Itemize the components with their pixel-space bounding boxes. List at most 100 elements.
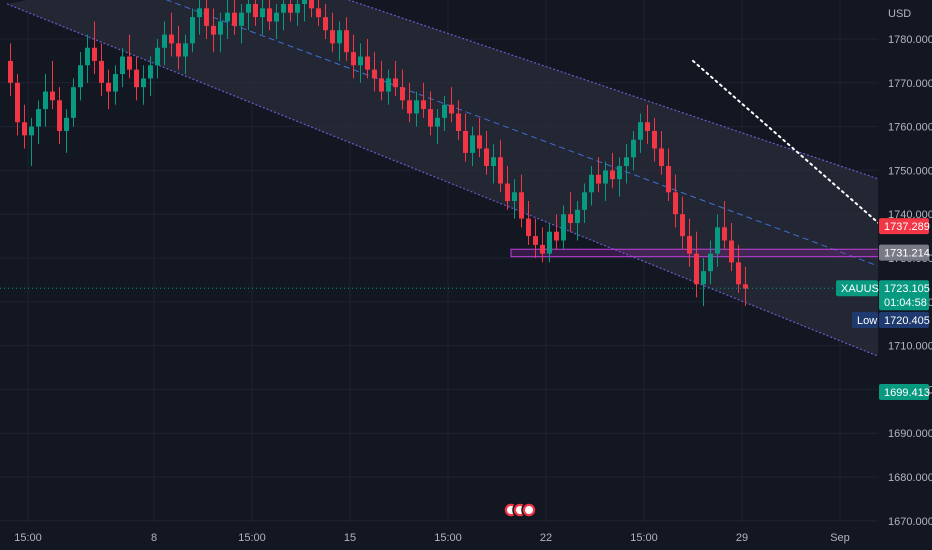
candle-body (687, 236, 692, 254)
candle-body (596, 174, 601, 184)
candle-body (113, 74, 118, 92)
candle-body (617, 166, 622, 180)
candle (15, 74, 20, 136)
candle (393, 60, 398, 96)
price-tag: 1699.413 (879, 383, 930, 400)
low-tag-price: 1720.405 (884, 315, 930, 327)
candle-body (715, 227, 720, 254)
candle (568, 192, 573, 232)
candle-body (344, 30, 349, 53)
x-tick-label: 15:00 (630, 532, 658, 544)
candle-body (519, 192, 524, 219)
x-tick-label: Sep (830, 532, 850, 544)
price-tag-bg (879, 383, 929, 400)
candle-body (337, 30, 342, 44)
candle (92, 21, 97, 75)
candle (428, 91, 433, 136)
candle-body (449, 104, 454, 114)
low-tag-name: Low (857, 315, 877, 327)
candle-body (274, 12, 279, 22)
candle-body (358, 56, 363, 66)
candle-body (652, 130, 657, 149)
candle-body (120, 56, 125, 75)
candle-body (561, 214, 566, 241)
candle-body (393, 78, 398, 88)
resistance-zone (510, 248, 932, 258)
price-axis[interactable]: USD 1780.0001770.0001760.0001750.0001740… (878, 0, 932, 550)
candle-body (260, 8, 265, 18)
candle (190, 8, 195, 53)
candle (57, 87, 62, 145)
candle (456, 100, 461, 140)
candle (197, 0, 202, 35)
y-tick-label: 1670.000 (888, 516, 932, 528)
candle (400, 69, 405, 110)
candle-body (631, 139, 636, 158)
x-tick-label: 15:00 (14, 532, 42, 544)
candle-body (491, 157, 496, 167)
candle (134, 56, 139, 101)
x-tick-label: 15:00 (434, 532, 462, 544)
price-tag: 1737.289 (879, 218, 930, 235)
economic-events[interactable] (503, 502, 537, 518)
candle-body (246, 3, 251, 13)
candle (449, 87, 454, 123)
candle (526, 201, 531, 245)
candle-body (134, 69, 139, 88)
candle-body (99, 60, 104, 83)
candle-body (22, 122, 27, 136)
channel-fill (7, 0, 932, 378)
candle-body (183, 43, 188, 57)
candle-body (743, 284, 748, 289)
candle-body (435, 117, 440, 127)
candle (652, 117, 657, 162)
candle (113, 65, 118, 105)
price-tag-label: 1731.214 (884, 248, 930, 260)
candle-body (288, 3, 293, 13)
candle-body (568, 214, 573, 223)
candle (407, 82, 412, 123)
candle (470, 126, 475, 167)
candle-body (295, 3, 300, 13)
candle (211, 8, 216, 53)
candle (141, 65, 146, 105)
candle-body (554, 231, 559, 241)
candle-body (379, 78, 384, 92)
candle (372, 52, 377, 92)
candle (365, 39, 370, 79)
currency-label: USD (888, 8, 911, 20)
candle (106, 69, 111, 110)
candle (344, 17, 349, 61)
candle (316, 0, 321, 26)
candle-body (645, 122, 650, 131)
candle (50, 60, 55, 110)
candle-body (253, 3, 258, 18)
price-tag-bg (879, 218, 929, 235)
candle (183, 34, 188, 75)
price-tag: 1731.214 (879, 244, 930, 261)
candle (176, 25, 181, 70)
candle-body (127, 56, 132, 70)
candle-body (582, 192, 587, 210)
candle (148, 56, 153, 96)
candle (127, 34, 132, 79)
candle-body (400, 87, 405, 101)
candle (547, 222, 552, 263)
x-tick-label: 29 (736, 532, 748, 544)
candle (610, 152, 615, 188)
candle-body (281, 3, 286, 13)
price-tag-bg (879, 244, 929, 261)
candle (379, 60, 384, 101)
candle (659, 130, 664, 175)
candle (43, 74, 48, 127)
candle (358, 43, 363, 83)
candle-body (365, 56, 370, 70)
time-axis[interactable]: 15:00815:001515:002215:0029Sep61215:0019… (0, 522, 932, 550)
candle-body (155, 47, 160, 66)
regression-channel[interactable] (6, 0, 932, 550)
y-tick-label: 1680.000 (888, 472, 932, 484)
candle-body (169, 34, 174, 44)
y-tick-label: 1710.000 (888, 341, 932, 353)
price-tag-label: 1737.289 (884, 221, 930, 233)
